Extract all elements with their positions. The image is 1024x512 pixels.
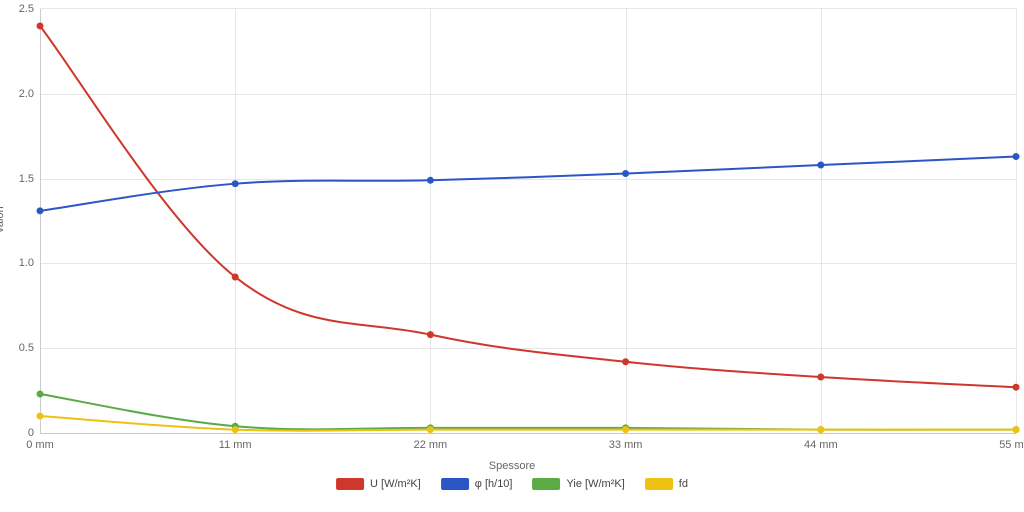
legend-item[interactable]: Yie [W/m²K]: [532, 478, 624, 490]
legend-item[interactable]: φ [h/10]: [441, 478, 513, 490]
series-line: [40, 394, 1016, 430]
y-tick-label: 1.5: [19, 173, 40, 185]
legend-label: U [W/m²K]: [370, 478, 421, 490]
data-point[interactable]: [37, 413, 44, 420]
data-point[interactable]: [232, 180, 239, 187]
data-point[interactable]: [427, 177, 434, 184]
data-point[interactable]: [37, 207, 44, 214]
legend-swatch: [441, 478, 469, 490]
data-point[interactable]: [817, 426, 824, 433]
y-tick-label: 1.0: [19, 257, 40, 269]
legend-item[interactable]: U [W/m²K]: [336, 478, 421, 490]
legend: U [W/m²K] φ [h/10] Yie [W/m²K] fd: [336, 478, 688, 490]
x-tick-label: 33 mm: [609, 433, 643, 451]
data-point[interactable]: [232, 426, 239, 433]
legend-label: φ [h/10]: [475, 478, 513, 490]
line-chart: 00.51.01.52.02.50 mm11 mm22 mm33 mm44 mm…: [0, 0, 1024, 512]
x-tick-label: 22 mm: [414, 433, 448, 451]
series-line: [40, 157, 1016, 211]
plot-area: 00.51.01.52.02.50 mm11 mm22 mm33 mm44 mm…: [40, 8, 1017, 433]
data-point[interactable]: [1013, 153, 1020, 160]
data-point[interactable]: [622, 426, 629, 433]
legend-swatch: [532, 478, 560, 490]
x-tick-label: 11 mm: [219, 433, 252, 451]
data-point[interactable]: [427, 331, 434, 338]
data-point[interactable]: [622, 170, 629, 177]
legend-label: fd: [679, 478, 688, 490]
x-tick-label: 55 mm: [999, 433, 1024, 451]
y-tick-label: 2.0: [19, 88, 40, 100]
x-axis: [40, 433, 1016, 434]
data-point[interactable]: [817, 162, 824, 169]
legend-label: Yie [W/m²K]: [566, 478, 624, 490]
data-point[interactable]: [37, 22, 44, 29]
data-point[interactable]: [622, 358, 629, 365]
y-tick-label: 0.5: [19, 342, 40, 354]
legend-swatch: [645, 478, 673, 490]
y-tick-label: 2.5: [19, 3, 40, 15]
data-point[interactable]: [232, 273, 239, 280]
legend-item[interactable]: fd: [645, 478, 688, 490]
data-point[interactable]: [817, 374, 824, 381]
data-point[interactable]: [37, 390, 44, 397]
series-line: [40, 26, 1016, 387]
legend-swatch: [336, 478, 364, 490]
data-point[interactable]: [427, 426, 434, 433]
series-layer: [40, 9, 1016, 433]
data-point[interactable]: [1013, 384, 1020, 391]
y-axis-title: Valori: [0, 206, 6, 233]
x-axis-title: Spessore: [489, 460, 535, 472]
data-point[interactable]: [1013, 426, 1020, 433]
x-tick-label: 0 mm: [26, 433, 54, 451]
x-tick-label: 44 mm: [804, 433, 838, 451]
